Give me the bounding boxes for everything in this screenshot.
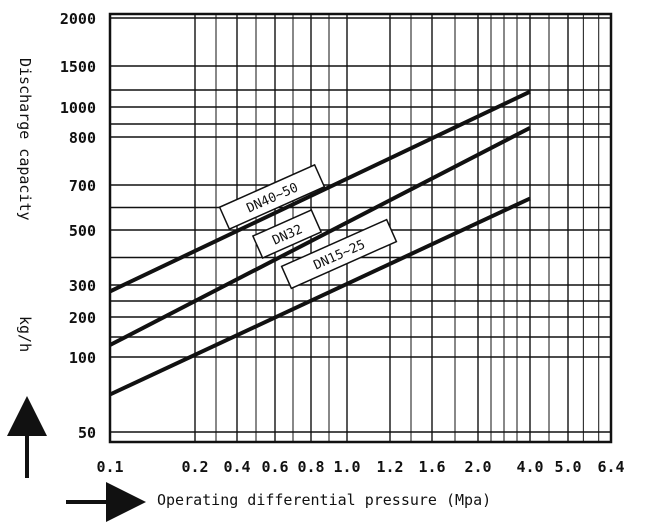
series-line-dn40-50: [109, 89, 531, 294]
x-axis-label: Operating differential pressure (Mpa): [157, 491, 491, 509]
x-tick-label: 2.0: [464, 458, 491, 476]
y-tick-label: 50: [78, 424, 96, 442]
y-tick-label: 200: [69, 309, 96, 327]
x-tick-label: 0.6: [261, 458, 288, 476]
x-tick-label: 0.1: [96, 458, 123, 476]
x-tick-label: 0.2: [181, 458, 208, 476]
x-tick-label: 6.4: [597, 458, 624, 476]
plot-frame: [108, 12, 613, 444]
series-line-dn32: [109, 126, 531, 347]
x-tick-labels: 0.1 0.2 0.4 0.6 0.8 1.0 1.2 1.6 2.0 4.0 5.0 6.4: [96, 458, 624, 476]
x-tick-label: 0.4: [223, 458, 250, 476]
grid: [109, 14, 612, 442]
series-label-dn40-50: DN40~50: [218, 163, 326, 231]
x-tick-label: 5.0: [554, 458, 581, 476]
y-tick-label: 700: [69, 177, 96, 195]
x-tick-label: 4.0: [516, 458, 543, 476]
x-tick-label: 0.8: [297, 458, 324, 476]
y-axis-label: Discharge capacity: [16, 58, 34, 221]
y-tick-labels: 50 100 200 300 500 700 800 1000 1500 2000: [60, 10, 96, 442]
y-tick-label: 100: [69, 349, 96, 367]
series-label-box: [251, 209, 323, 259]
series-label-box: [218, 163, 326, 231]
y-tick-label: 300: [69, 277, 96, 295]
series-line-dn15-25: [109, 196, 531, 397]
y-axis-unit: kg/h: [16, 316, 34, 352]
y-tick-label: 1000: [60, 99, 96, 117]
y-tick-label: 500: [69, 222, 96, 240]
series-lines: [109, 89, 531, 397]
y-tick-label: 2000: [60, 10, 96, 28]
x-tick-label: 1.2: [376, 458, 403, 476]
y-tick-label: 1500: [60, 58, 96, 76]
x-tick-label: 1.0: [333, 458, 360, 476]
series-label-box: [280, 218, 398, 290]
y-tick-label: 800: [69, 129, 96, 147]
x-tick-label: 1.6: [418, 458, 445, 476]
